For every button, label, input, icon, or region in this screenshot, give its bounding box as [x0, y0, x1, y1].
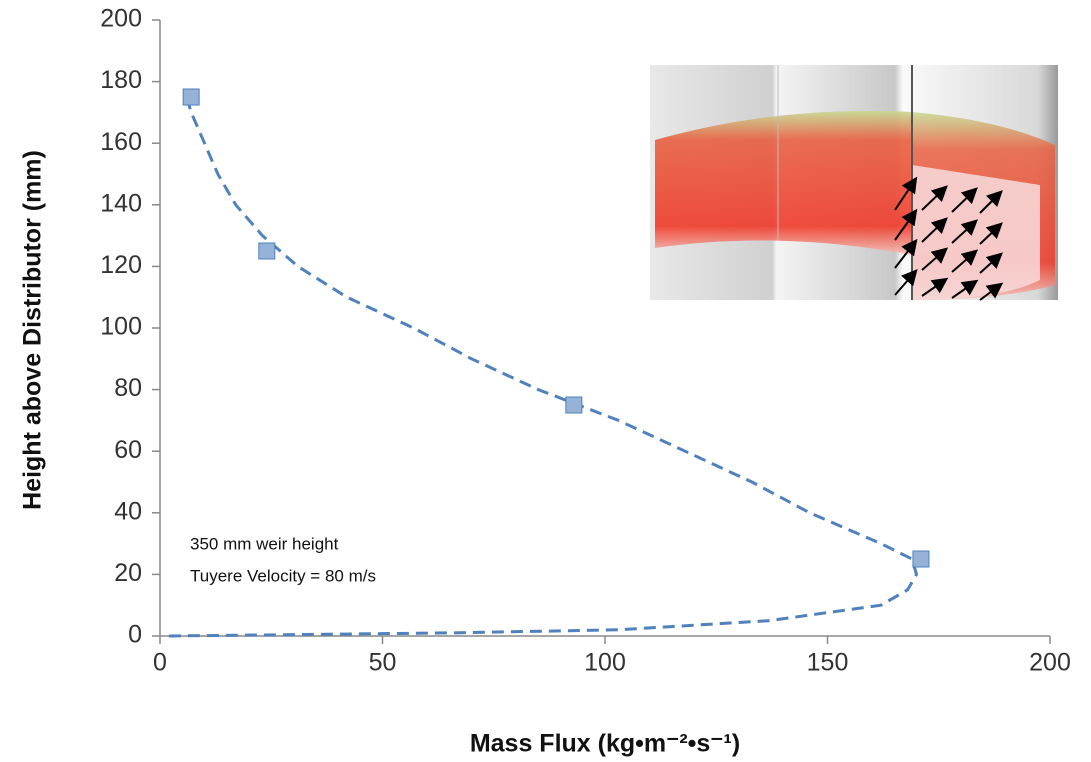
y-tick-label: 100 [100, 313, 142, 341]
y-tick-label: 40 [114, 497, 142, 525]
annotation: Tuyere Velocity = 80 m/s [190, 566, 376, 585]
x-tick-label: 50 [369, 649, 397, 677]
y-tick-label: 140 [100, 189, 142, 217]
inset-image [650, 65, 1058, 301]
y-tick-label: 60 [114, 436, 142, 464]
x-tick-label: 200 [1029, 649, 1071, 677]
x-tick-label: 0 [153, 649, 167, 677]
y-tick-label: 20 [114, 559, 142, 587]
y-tick-label: 80 [114, 374, 142, 402]
y-tick-label: 180 [100, 66, 142, 94]
y-tick-label: 120 [100, 251, 142, 279]
data-point [565, 396, 583, 414]
data-point [258, 242, 276, 260]
data-point [912, 550, 930, 568]
y-tick-label: 0 [128, 621, 142, 649]
x-axis-title: Mass Flux (kg•m⁻²•s⁻¹) [470, 730, 740, 758]
y-tick-label: 200 [100, 5, 142, 33]
x-tick-label: 150 [807, 649, 849, 677]
data-point [182, 88, 200, 106]
trendline [168, 96, 919, 638]
y-axis-title: Height above Distributor (mm) [19, 150, 47, 510]
y-tick-label: 160 [100, 128, 142, 156]
annotation: 350 mm weir height [190, 534, 339, 553]
x-tick-label: 100 [584, 649, 626, 677]
